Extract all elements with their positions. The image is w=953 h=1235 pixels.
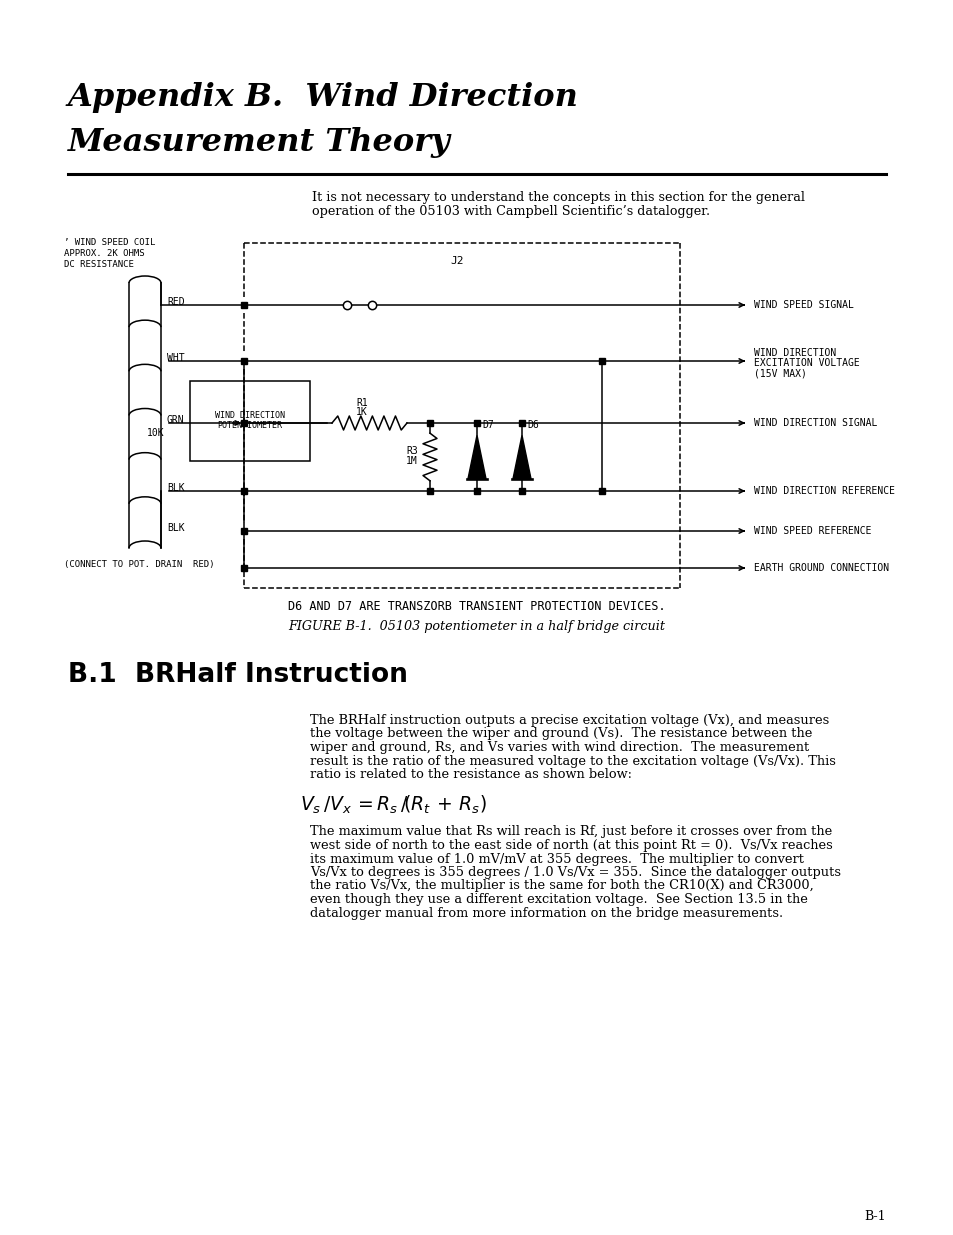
Text: R1: R1 — [355, 398, 368, 408]
Text: 10K: 10K — [147, 429, 165, 438]
Text: WIND DIRECTION REFERENCE: WIND DIRECTION REFERENCE — [753, 487, 894, 496]
Text: EXCITATION VOLTAGE: EXCITATION VOLTAGE — [753, 358, 859, 368]
Text: wiper and ground, Rs, and Vs varies with wind direction.  The measurement: wiper and ground, Rs, and Vs varies with… — [310, 741, 808, 755]
Text: $V_s\,/V_x\,=R_s\,/\!\left(R_t\,+\,R_s\right)$: $V_s\,/V_x\,=R_s\,/\!\left(R_t\,+\,R_s\r… — [299, 794, 486, 816]
Text: WHT: WHT — [167, 353, 185, 363]
Text: datalogger manual from more information on the bridge measurements.: datalogger manual from more information … — [310, 906, 782, 920]
Text: The BRHalf instruction outputs a precise excitation voltage (Vx), and measures: The BRHalf instruction outputs a precise… — [310, 714, 828, 727]
Text: Measurement Theory: Measurement Theory — [68, 127, 450, 158]
Text: D7: D7 — [481, 420, 494, 430]
Text: result is the ratio of the measured voltage to the excitation voltage (Vs/Vx). T: result is the ratio of the measured volt… — [310, 755, 835, 767]
Text: FIGURE B-1.  05103 potentiometer in a half bridge circuit: FIGURE B-1. 05103 potentiometer in a hal… — [288, 620, 665, 634]
Text: (15V MAX): (15V MAX) — [753, 368, 806, 378]
Text: Appendix B.  Wind Direction: Appendix B. Wind Direction — [68, 82, 578, 112]
Text: D6 AND D7 ARE TRANSZORB TRANSIENT PROTECTION DEVICES.: D6 AND D7 ARE TRANSZORB TRANSIENT PROTEC… — [288, 600, 665, 613]
Text: the ratio Vs/Vx, the multiplier is the same for both the CR10(X) and CR3000,: the ratio Vs/Vx, the multiplier is the s… — [310, 879, 813, 893]
Text: even though they use a different excitation voltage.  See Section 13.5 in the: even though they use a different excitat… — [310, 893, 807, 906]
Text: POTENTIOMETER: POTENTIOMETER — [217, 421, 282, 431]
Text: WIND DIRECTION SIGNAL: WIND DIRECTION SIGNAL — [753, 417, 877, 429]
Text: WIND DIRECTION: WIND DIRECTION — [214, 410, 285, 420]
Text: D6: D6 — [526, 420, 538, 430]
Bar — [190, 382, 310, 461]
Text: ratio is related to the resistance as shown below:: ratio is related to the resistance as sh… — [310, 768, 631, 781]
Text: J2: J2 — [450, 256, 463, 266]
Text: DC RESISTANCE: DC RESISTANCE — [64, 261, 133, 269]
Text: WIND SPEED SIGNAL: WIND SPEED SIGNAL — [753, 300, 853, 310]
Text: the voltage between the wiper and ground (Vs).  The resistance between the: the voltage between the wiper and ground… — [310, 727, 812, 741]
Text: its maximum value of 1.0 mV/mV at 355 degrees.  The multiplier to convert: its maximum value of 1.0 mV/mV at 355 de… — [310, 852, 803, 866]
Text: BLK: BLK — [167, 483, 185, 493]
Text: R3: R3 — [406, 446, 417, 456]
Text: (CONNECT TO POT. DRAIN  RED): (CONNECT TO POT. DRAIN RED) — [64, 559, 214, 569]
Text: BLK: BLK — [167, 522, 185, 534]
Text: The maximum value that Rs will reach is Rf, just before it crosses over from the: The maximum value that Rs will reach is … — [310, 825, 831, 839]
Text: operation of the 05103 with Campbell Scientific’s datalogger.: operation of the 05103 with Campbell Sci… — [312, 205, 709, 219]
Text: 1M: 1M — [406, 456, 417, 466]
Text: west side of north to the east side of north (at this point Rt = 0).  Vs/Vx reac: west side of north to the east side of n… — [310, 839, 832, 852]
Text: WIND SPEED REFERENCE: WIND SPEED REFERENCE — [753, 526, 871, 536]
Text: EARTH GROUND CONNECTION: EARTH GROUND CONNECTION — [753, 563, 888, 573]
Text: RED: RED — [167, 296, 185, 308]
Text: GRN: GRN — [167, 415, 185, 425]
Text: APPROX. 2K OHMS: APPROX. 2K OHMS — [64, 249, 145, 258]
Text: 1K: 1K — [355, 408, 368, 417]
Text: B-1: B-1 — [863, 1210, 885, 1223]
Text: It is not necessary to understand the concepts in this section for the general: It is not necessary to understand the co… — [312, 191, 804, 204]
Polygon shape — [513, 435, 531, 479]
Polygon shape — [468, 435, 485, 479]
Text: ’ WIND SPEED COIL: ’ WIND SPEED COIL — [64, 238, 155, 247]
Text: WIND DIRECTION: WIND DIRECTION — [753, 348, 836, 358]
Text: Vs/Vx to degrees is 355 degrees / 1.0 Vs/Vx = 355.  Since the datalogger outputs: Vs/Vx to degrees is 355 degrees / 1.0 Vs… — [310, 866, 841, 879]
Text: B.1  BRHalf Instruction: B.1 BRHalf Instruction — [68, 662, 408, 688]
